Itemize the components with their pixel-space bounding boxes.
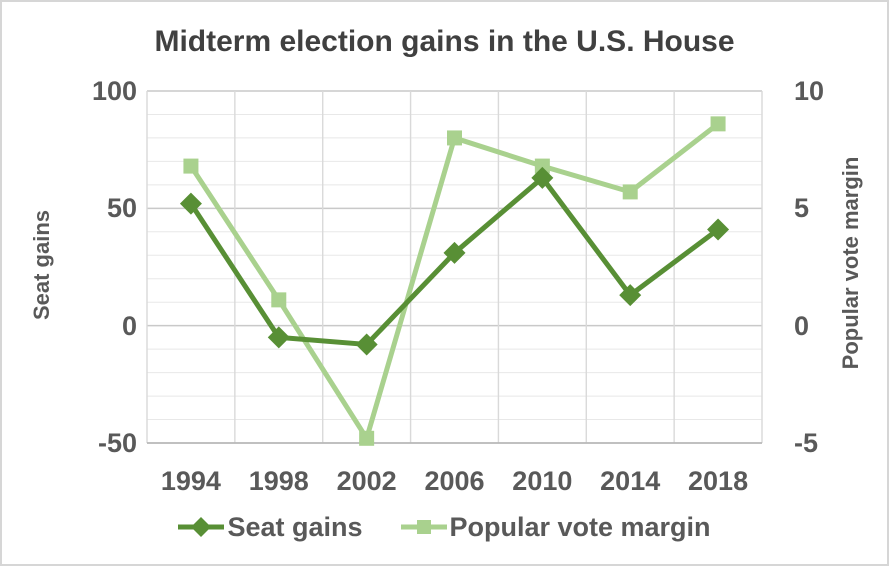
legend-item-popular-vote-margin: Popular vote margin	[400, 511, 711, 543]
square-legend-icon	[400, 520, 447, 534]
legend-label: Popular vote margin	[449, 512, 711, 542]
square-marker	[710, 116, 726, 132]
square-marker	[447, 130, 462, 146]
x-axis-tick-label: 2002	[336, 466, 397, 496]
diamond-marker	[443, 241, 466, 264]
diamond-marker	[267, 326, 290, 349]
chart-canvas	[146, 90, 763, 446]
square-marker	[183, 158, 199, 174]
right-axis-tick-label: 0	[794, 310, 810, 341]
x-axis-tick-label: 1998	[248, 466, 309, 496]
square-marker	[359, 430, 375, 446]
legend-item-seat-gains: Seat gains	[178, 511, 363, 543]
x-axis-tick-label: 2014	[600, 466, 661, 496]
x-axis-tick-label: 1994	[160, 466, 221, 496]
left-axis-tick-label: -50	[97, 428, 137, 458]
square-marker	[534, 158, 550, 174]
series-line-popular-vote-margin	[188, 121, 720, 445]
square-marker	[622, 184, 638, 200]
diamond-marker	[355, 333, 378, 356]
diamond-legend-icon	[178, 517, 225, 537]
legend: Seat gains Popular vote margin	[2, 511, 887, 543]
x-axis-tick-label: 2006	[424, 466, 485, 496]
diamond-marker	[707, 218, 730, 241]
legend-label: Seat gains	[227, 512, 363, 542]
diamond-marker	[619, 284, 642, 307]
left-axis-tick-label: 0	[121, 310, 137, 341]
diamond-marker	[179, 192, 202, 215]
plot-area	[146, 90, 763, 446]
left-axis-title: Seat gains	[29, 209, 54, 321]
x-axis-tick-label: 2010	[512, 466, 573, 496]
right-axis-tick-label: 5	[794, 193, 810, 224]
left-axis-tick-label: 100	[91, 76, 137, 106]
right-axis-tick-label: -5	[794, 428, 819, 458]
chart-title: Midterm election gains in the U.S. House	[154, 25, 735, 58]
square-marker	[271, 292, 287, 308]
right-axis-tick-label: 10	[794, 76, 825, 106]
x-axis-tick-label: 2018	[688, 466, 749, 496]
diamond-marker	[531, 166, 554, 189]
left-axis-tick-label: 50	[106, 193, 137, 224]
